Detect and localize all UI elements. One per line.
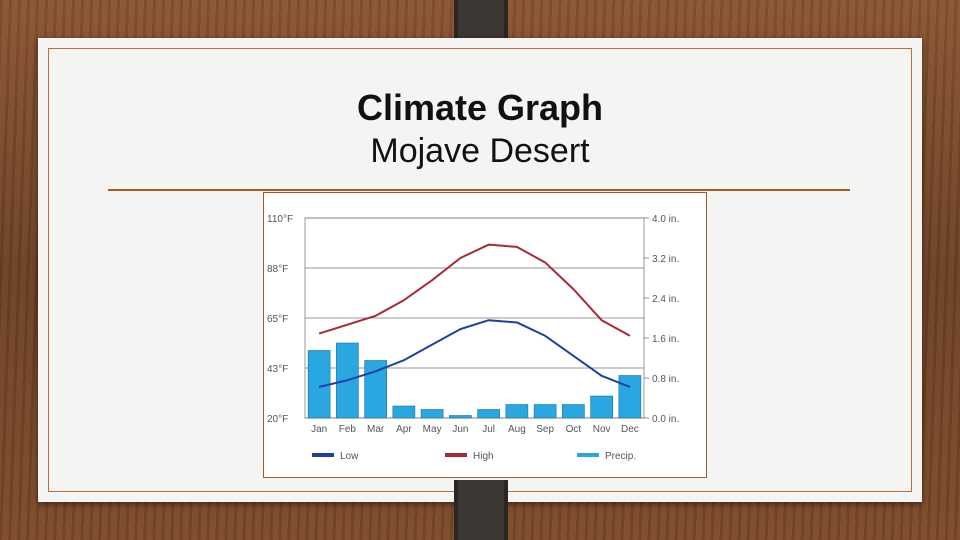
x-tick-label: May [423,424,442,435]
low-temperature-line [318,319,631,388]
x-tick-label: Jan [311,424,327,435]
legend-swatch [445,453,467,457]
precip-bar [392,405,416,419]
legend-label: Low [340,451,359,462]
legend-label: Precip. [605,451,636,462]
y-left-tick-label: 65°F [267,314,288,325]
x-tick-label: Aug [508,424,526,435]
slide-title: Climate Graph [356,87,604,128]
precip-bar [477,409,500,419]
x-tick-label: Feb [339,424,357,435]
x-tick-label: Mar [367,424,385,435]
legend-swatch [312,453,334,457]
y-right-tick-label: 4.0 in. [652,214,679,225]
x-tick-label: Dec [621,424,639,435]
climate-chart: 110°F 88°F 65°F 43°F 20°F 4.0 in. 3.2 in. 2.4 i… [263,192,707,478]
precip-bar [562,404,585,419]
climate-chart-svg: 110°F 88°F 65°F 43°F 20°F 4.0 in. 3.2 in. 2.4 i… [267,214,679,462]
precip-bar [364,360,387,419]
y-right-tick-label: 2.4 in. [652,294,679,305]
precip-bar [420,409,444,419]
title-block: Climate Graph Mojave Desert [38,88,922,172]
y-left-tick-label: 20°F [267,414,288,425]
slide-subtitle: Mojave Desert [370,132,590,170]
legend-label: High [473,451,494,462]
legend-swatch [577,453,599,457]
x-tick-label: Jun [452,424,468,435]
high-temperature-line [318,243,631,337]
y-right-tick-label: 3.2 in. [652,254,679,265]
x-tick-label: Jul [482,424,495,435]
x-tick-label: Oct [566,424,582,435]
precip-bar [590,395,613,419]
y-right-tick-label: 1.6 in. [652,334,679,345]
y-left-tick-label: 88°F [267,264,288,275]
y-right-tick-label: 0.0 in. [652,414,679,425]
y-right-tick-label: 0.8 in. [652,374,679,385]
title-divider [108,189,850,191]
precip-bar [505,404,529,419]
y-left-tick-label: 43°F [267,364,288,375]
precip-bar [449,415,472,419]
slide: Climate Graph Mojave Desert 110°F 88°F 65°… [38,38,922,502]
slide-strap-bottom [454,480,508,540]
precip-bar [533,404,557,419]
precip-bar [618,375,642,419]
y-left-tick-label: 110°F [267,214,293,225]
x-tick-label: Apr [396,424,412,435]
x-tick-label: Nov [593,424,611,435]
x-tick-label: Sep [536,424,554,435]
